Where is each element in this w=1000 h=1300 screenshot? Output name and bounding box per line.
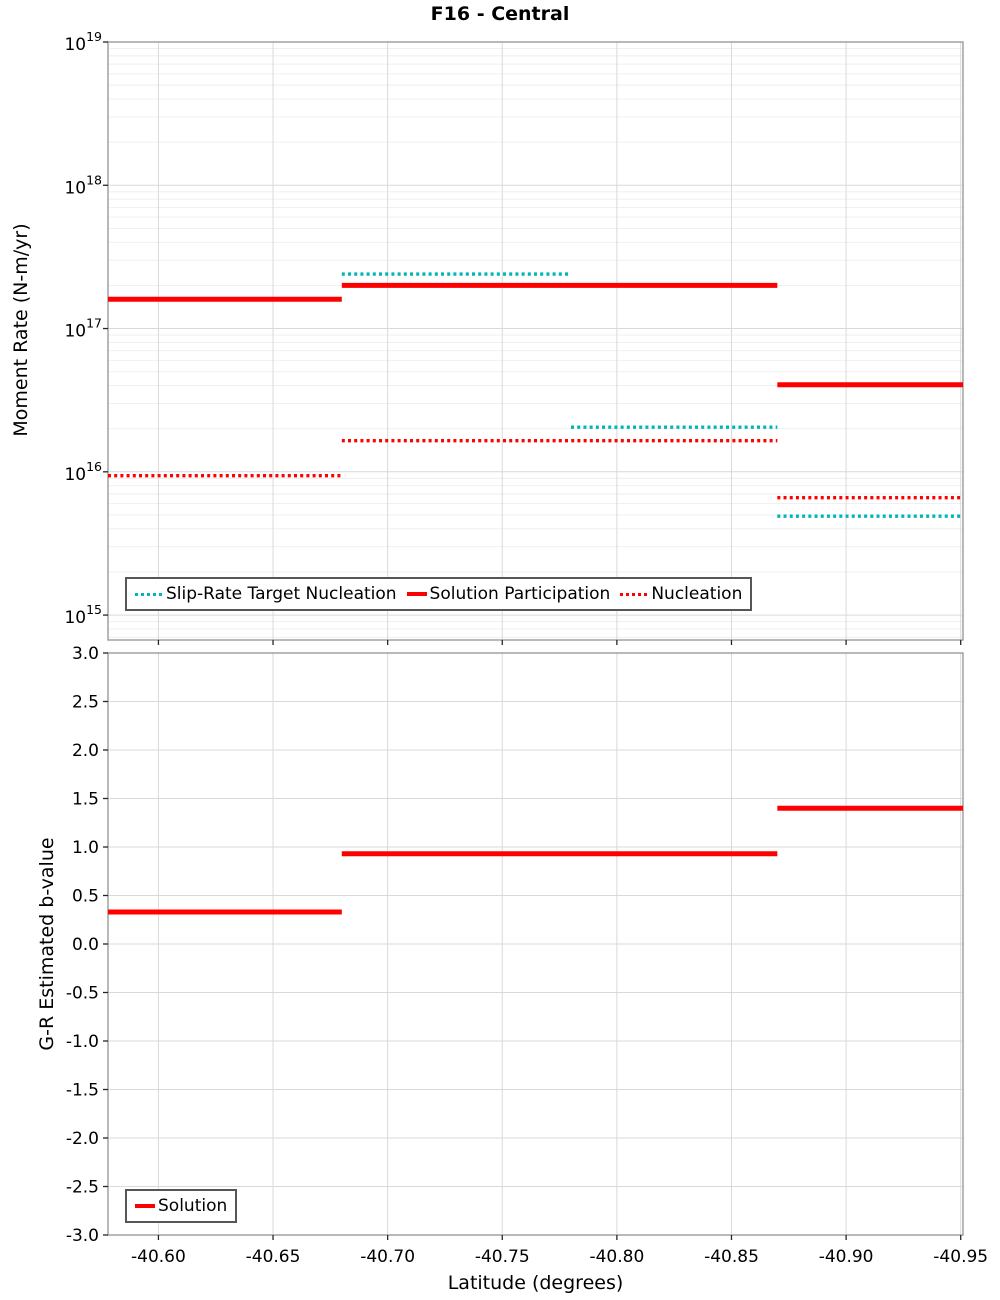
y-tick-label: -2.0 bbox=[66, 1129, 99, 1149]
legend-moment-rate: Slip-Rate Target Nucleation Solution Par… bbox=[125, 577, 753, 612]
y-tick-label: -2.5 bbox=[66, 1178, 99, 1198]
x-axis-label-latitude: Latitude (degrees) bbox=[447, 1272, 624, 1294]
chart-title: F16 - Central bbox=[430, 3, 570, 25]
y-tick-label: 2.5 bbox=[72, 693, 99, 713]
legend-item-solution-participation: Solution Participation bbox=[406, 584, 611, 604]
legend-item-solution: Solution bbox=[135, 1196, 227, 1216]
x-tick-label: -40.85 bbox=[704, 1247, 759, 1267]
legend-label: Solution Participation bbox=[429, 584, 611, 604]
legend-label: Solution bbox=[158, 1196, 228, 1216]
legend-b-value: Solution bbox=[125, 1189, 238, 1224]
y-tick-label: 1019 bbox=[64, 29, 102, 55]
y-tick-label: -1.5 bbox=[66, 1081, 99, 1101]
plot-border bbox=[107, 41, 964, 641]
red-dotted-line-icon bbox=[620, 592, 649, 596]
legend-label: Slip-Rate Target Nucleation bbox=[166, 584, 397, 604]
y-tick-label: 3.0 bbox=[72, 644, 99, 664]
x-tick-label: -40.95 bbox=[933, 1247, 988, 1267]
x-tick-label: -40.65 bbox=[246, 1247, 301, 1267]
x-tick-label: -40.60 bbox=[131, 1247, 186, 1267]
y-tick-label: -1.0 bbox=[66, 1032, 99, 1052]
y-axis-label-moment-rate: Moment Rate (N-m/yr) bbox=[10, 223, 32, 437]
y-tick-label: 1.5 bbox=[72, 790, 99, 810]
red-solid-line-icon bbox=[406, 592, 427, 597]
red-solid-line-icon bbox=[135, 1204, 155, 1209]
y-tick-label: 1016 bbox=[64, 459, 102, 485]
y-tick-label: 1.0 bbox=[72, 838, 99, 858]
legend-item-nucleation: Nucleation bbox=[620, 584, 742, 604]
y-tick-label: -0.5 bbox=[66, 984, 99, 1004]
y-tick-label: 2.0 bbox=[72, 741, 99, 761]
y-tick-label: 1015 bbox=[64, 602, 102, 628]
x-tick-label: -40.90 bbox=[819, 1247, 874, 1267]
x-tick-label: -40.75 bbox=[475, 1247, 530, 1267]
y-tick-label: 1017 bbox=[64, 316, 102, 342]
legend-item-slip-rate-target-nucleation: Slip-Rate Target Nucleation bbox=[135, 584, 397, 604]
y-tick-label: 0.5 bbox=[72, 887, 99, 907]
y-tick-label: -3.0 bbox=[66, 1226, 99, 1246]
teal-dotted-line-icon bbox=[135, 592, 163, 596]
x-tick-label: -40.70 bbox=[360, 1247, 415, 1267]
y-tick-label: 0.0 bbox=[72, 935, 99, 955]
legend-label: Nucleation bbox=[651, 584, 743, 604]
y-tick-label: 1018 bbox=[64, 172, 102, 198]
x-tick-label: -40.80 bbox=[589, 1247, 644, 1267]
y-axis-label-b-value: G-R Estimated b-value bbox=[36, 837, 58, 1051]
